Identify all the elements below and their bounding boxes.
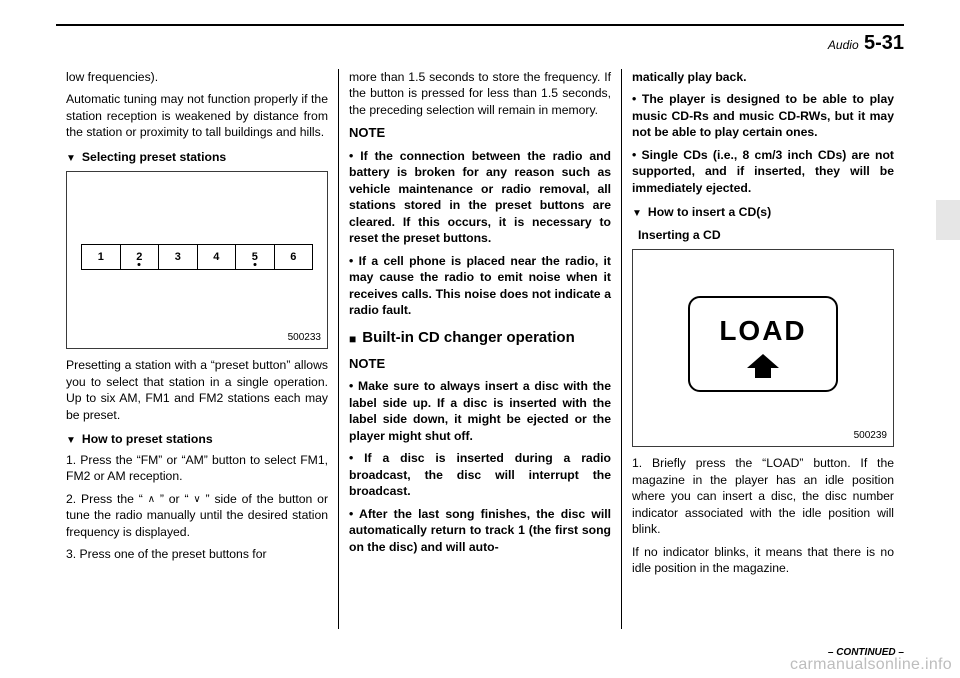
chevron-up-icon: ∧ — [148, 494, 155, 505]
subheading-selecting-preset: Selecting preset stations — [66, 149, 328, 166]
note-item: • After the last song finishes, the disc… — [349, 506, 611, 555]
page-number: 5-31 — [864, 32, 904, 54]
preset-cell: 1 — [82, 245, 121, 269]
body-text: • Single CDs (i.e., 8 cm/3 inch CDs) are… — [632, 147, 894, 196]
body-text: 2. Press the “ ∧ ” or “ ∨ ” side of the … — [66, 491, 328, 540]
chevron-down-icon: ∨ — [193, 494, 200, 505]
subheading-inserting-a-cd: Inserting a CD — [632, 227, 894, 243]
body-text: If no indicator blinks, it means that th… — [632, 544, 894, 577]
text: 2. Press the “ — [66, 492, 148, 506]
triangle-down-icon — [66, 149, 76, 166]
triangle-down-icon — [632, 204, 642, 221]
preset-num: 1 — [98, 250, 104, 265]
triangle-down-icon — [66, 431, 76, 448]
subheading-label: How to insert a CD(s) — [648, 204, 771, 220]
body-text: • The player is designed to be able to p… — [632, 91, 894, 140]
manual-page: Audio 5-31 low frequencies). Automatic t… — [0, 0, 960, 678]
subheading-how-to-preset: How to preset stations — [66, 431, 328, 448]
subheading-label: Inserting a CD — [638, 227, 721, 243]
body-text: 1. Press the “FM” or “AM” button to sele… — [66, 452, 328, 485]
subheading-label: Selecting preset stations — [82, 149, 226, 165]
body-text: more than 1.5 seconds to store the frequ… — [349, 69, 611, 118]
heading-label: Built-in CD changer operation — [362, 329, 575, 347]
figure-caption: 500239 — [854, 429, 887, 443]
load-button-graphic: LOAD — [688, 296, 838, 392]
top-rule — [56, 24, 904, 26]
preset-num: 5 — [252, 250, 258, 265]
preset-cell: 4 — [198, 245, 237, 269]
preset-num: 4 — [213, 250, 219, 265]
preset-num: 2 — [136, 250, 142, 265]
body-text: low frequencies). — [66, 69, 328, 85]
body-text: Automatic tuning may not function proper… — [66, 91, 328, 140]
note-item: • If the connection between the radio an… — [349, 148, 611, 247]
column-2: more than 1.5 seconds to store the frequ… — [338, 69, 621, 629]
column-3: matically play back. • The player is des… — [621, 69, 904, 629]
content-columns: low frequencies). Automatic tuning may n… — [56, 69, 904, 629]
watermark: carmanualsonline.info — [790, 656, 952, 674]
preset-num: 3 — [175, 250, 181, 265]
preset-cell: 2 — [121, 245, 160, 269]
note-item: • If a disc is inserted during a radio b… — [349, 450, 611, 499]
subheading-label: How to preset stations — [82, 431, 213, 447]
preset-cell: 3 — [159, 245, 198, 269]
preset-cell: 5 — [236, 245, 275, 269]
section-heading-cd-changer: Built-in CD changer operation — [349, 329, 611, 349]
text: ” or “ — [155, 492, 193, 506]
note-heading: NOTE — [349, 355, 611, 373]
note-heading: NOTE — [349, 124, 611, 142]
up-arrow-icon — [690, 352, 836, 380]
note-item: • If a cell phone is placed near the rad… — [349, 253, 611, 319]
body-text: 1. Briefly press the “LOAD” button. If t… — [632, 455, 894, 537]
figure-caption: 500233 — [288, 331, 321, 345]
body-text: 3. Press one of the preset buttons for — [66, 546, 328, 562]
preset-num: 6 — [290, 250, 296, 265]
figure-preset-buttons: 1 2 3 4 5 6 500233 — [66, 171, 328, 349]
figure-load-button: LOAD 500239 — [632, 249, 894, 447]
side-tab — [936, 200, 960, 240]
preset-button-row: 1 2 3 4 5 6 — [81, 244, 313, 270]
note-item: • Make sure to always insert a disc with… — [349, 378, 611, 444]
preset-cell: 6 — [275, 245, 313, 269]
square-bullet-icon — [349, 329, 356, 349]
section-label: Audio — [828, 38, 859, 52]
subheading-insert-cd: How to insert a CD(s) — [632, 204, 894, 221]
body-text: matically play back. — [632, 69, 894, 85]
column-1: low frequencies). Automatic tuning may n… — [56, 69, 338, 629]
page-header: Audio 5-31 — [56, 32, 904, 55]
load-label: LOAD — [690, 312, 836, 350]
body-text: Presetting a station with a “preset butt… — [66, 357, 328, 423]
